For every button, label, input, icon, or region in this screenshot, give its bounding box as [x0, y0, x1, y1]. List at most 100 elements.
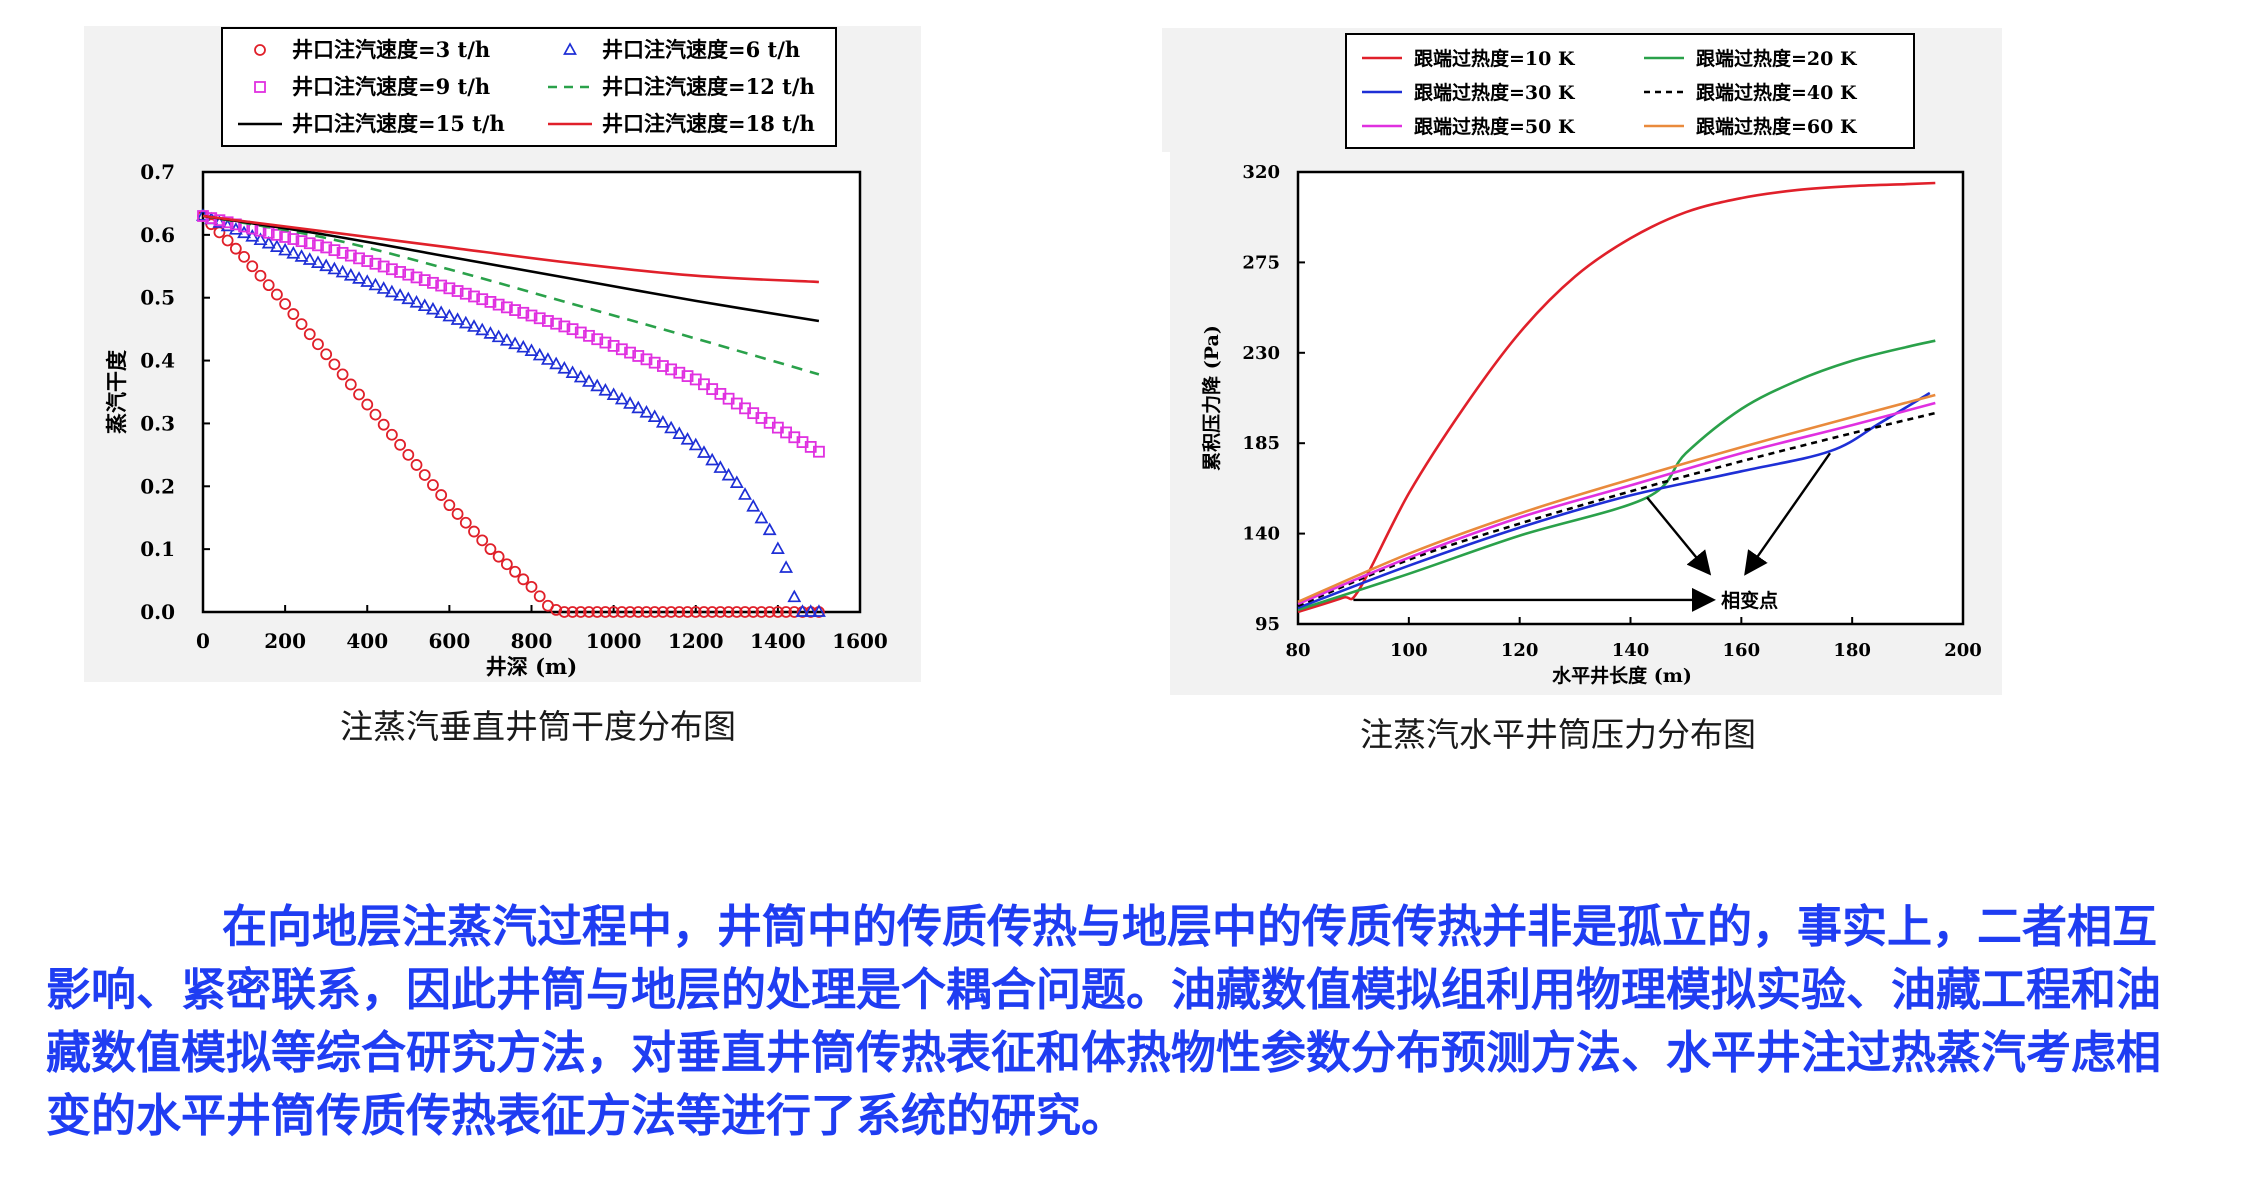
- data-point-circle: [689, 606, 702, 618]
- data-point-circle: [624, 606, 636, 618]
- data-point-square: [550, 317, 563, 330]
- data-point-circle: [665, 606, 678, 618]
- data-point-triangle: [409, 294, 424, 308]
- x-tick-label: 140: [1612, 640, 1650, 661]
- data-point-square: [591, 333, 604, 346]
- data-point-triangle: [655, 415, 670, 428]
- data-point-triangle: [705, 452, 720, 466]
- data-point-square: [492, 298, 505, 311]
- x-tick-label: 100: [1390, 640, 1428, 661]
- legend-label: 井口注汽速度=15 t/h: [292, 111, 505, 136]
- x-tick-label: 0: [196, 629, 210, 653]
- data-point-circle: [533, 590, 546, 603]
- data-point-circle: [402, 448, 415, 461]
- legend-label: 跟端过热度=60 K: [1696, 115, 1858, 138]
- data-point-triangle: [803, 604, 818, 617]
- data-point-circle: [714, 606, 727, 618]
- data-point-triangle: [532, 347, 547, 361]
- data-point-square: [344, 249, 357, 262]
- data-point-triangle: [483, 326, 498, 339]
- data-point-triangle: [327, 261, 342, 275]
- data-point-square: [500, 301, 513, 314]
- data-point-triangle: [713, 460, 728, 473]
- data-point-circle: [591, 606, 604, 618]
- data-point-circle: [295, 318, 308, 331]
- y-tick-label: 0.3: [140, 411, 175, 435]
- data-point-square: [509, 304, 521, 316]
- data-point-square: [533, 312, 546, 325]
- data-point-circle: [336, 368, 349, 381]
- data-point-circle: [221, 234, 234, 247]
- data-point-triangle: [524, 343, 539, 356]
- data-point-circle: [574, 606, 587, 618]
- data-point-square: [320, 241, 333, 254]
- y-tick-label: 140: [1242, 524, 1280, 545]
- data-point-square: [624, 346, 636, 359]
- data-point-circle: [418, 469, 431, 481]
- data-point-triangle: [475, 322, 490, 336]
- data-point-square: [418, 274, 431, 287]
- data-point-circle: [681, 606, 694, 618]
- data-point-circle: [517, 573, 530, 586]
- data-point-square: [574, 326, 587, 339]
- data-point-square: [558, 320, 571, 333]
- data-point-square: [673, 366, 686, 379]
- data-point-triangle: [549, 356, 564, 370]
- data-point-circle: [369, 408, 382, 421]
- data-point-circle: [722, 606, 735, 618]
- annotation-label: 相变点: [1721, 589, 1778, 612]
- data-point-triangle: [294, 249, 309, 262]
- legend-label: 跟端过热度=30 K: [1414, 81, 1576, 104]
- data-point-square: [599, 336, 612, 349]
- y-tick-label: 0.6: [140, 223, 175, 247]
- data-point-square: [607, 340, 620, 352]
- data-point-square: [583, 329, 595, 342]
- data-point-square: [361, 255, 374, 267]
- data-point-square: [385, 263, 398, 276]
- data-point-circle: [303, 328, 316, 341]
- x-tick-label: 160: [1723, 640, 1761, 661]
- data-point-circle: [312, 338, 324, 351]
- data-point-square: [328, 244, 341, 257]
- legend-label: 井口注汽速度=3 t/h: [292, 37, 490, 62]
- data-point-circle: [492, 550, 505, 563]
- data-point-square: [369, 257, 382, 270]
- data-point-circle: [640, 606, 653, 618]
- y-tick-label: 0.1: [140, 537, 175, 561]
- data-point-square: [542, 315, 554, 327]
- x-tick-label: 1600: [832, 629, 888, 653]
- data-point-circle: [558, 606, 571, 618]
- data-point-circle: [755, 606, 768, 618]
- data-point-triangle: [812, 604, 826, 617]
- data-point-square: [525, 309, 538, 322]
- data-point-triangle: [360, 274, 375, 287]
- data-point-circle: [500, 558, 513, 571]
- data-point-circle: [599, 606, 612, 618]
- series-line-5: [202, 214, 819, 284]
- y-tick-label: 275: [1242, 252, 1280, 273]
- data-point-triangle: [278, 242, 293, 256]
- data-point-triangle: [631, 400, 646, 414]
- data-point-triangle: [647, 409, 662, 422]
- x-axis-label: 井深 (m): [486, 654, 577, 679]
- data-point-circle: [476, 534, 489, 547]
- data-point-circle: [229, 242, 242, 255]
- data-point-triangle: [458, 315, 473, 329]
- data-point-square: [394, 266, 407, 278]
- data-point-triangle: [565, 365, 580, 378]
- data-point-triangle: [770, 541, 785, 554]
- data-point-square: [459, 287, 472, 300]
- x-tick-label: 400: [346, 629, 388, 653]
- data-point-triangle: [434, 305, 449, 318]
- data-point-triangle: [253, 232, 268, 246]
- data-point-circle: [271, 288, 283, 301]
- x-tick-label: 200: [264, 629, 306, 653]
- legend-marker: [254, 44, 266, 56]
- data-point-circle: [394, 438, 407, 451]
- data-point-triangle: [721, 467, 736, 481]
- series-line-1: [1297, 339, 1936, 612]
- data-point-circle: [246, 260, 259, 273]
- legend-label: 跟端过热度=50 K: [1414, 115, 1576, 138]
- data-point-circle: [583, 606, 595, 618]
